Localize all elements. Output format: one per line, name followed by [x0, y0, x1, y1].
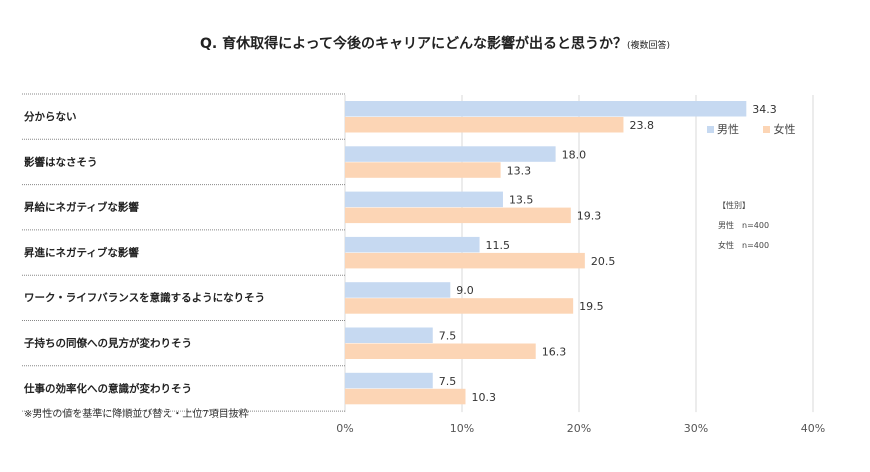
- data-label: 19.3: [577, 210, 602, 223]
- data-label: 13.3: [507, 164, 532, 177]
- data-label: 18.0: [562, 148, 587, 161]
- footnote: ※男性の値を基準に降順並び替え・上位7項目抜粋: [24, 409, 249, 420]
- data-label: 13.5: [509, 194, 534, 207]
- subtitle: (複数回答): [626, 41, 670, 51]
- chart-title: Q. 育休取得によって今後のキャリアにどんな影響が出ると思うか？(複数回答): [0, 33, 870, 53]
- data-label: 16.3: [542, 346, 567, 359]
- bar-female: [345, 298, 574, 314]
- data-label: 7.5: [439, 375, 457, 388]
- legend: 男性 女性: [707, 121, 795, 137]
- bar-male: [345, 236, 480, 253]
- bar-male: [345, 191, 503, 208]
- category-label: 子持ちの同僚への見方が変わりそう: [24, 337, 192, 350]
- x-tick-label: 10%: [450, 422, 474, 435]
- legend-label-female: 女性: [773, 123, 796, 136]
- bar-male: [345, 101, 747, 117]
- data-label: 11.5: [486, 239, 511, 252]
- bar-male: [345, 372, 433, 389]
- data-label: 10.3: [472, 391, 497, 404]
- category-label: 昇給にネガティブな影響: [24, 201, 139, 214]
- sample-note-heading: 【性別】: [718, 201, 750, 210]
- title-text: Q. 育休取得によって今後のキャリアにどんな影響が出ると思うか？: [199, 36, 627, 52]
- bar-female: [345, 252, 585, 269]
- bar-male: [345, 282, 451, 298]
- category-label: 昇進にネガティブな影響: [24, 246, 139, 259]
- legend-swatch-male: [707, 126, 714, 133]
- data-label: 7.5: [439, 330, 457, 343]
- sample-note: 【性別】 男性 n=400 女性 n=400: [718, 196, 769, 256]
- x-tick-label: 30%: [684, 422, 708, 435]
- x-tick-label: 40%: [801, 422, 825, 435]
- x-tick-label: 20%: [567, 422, 591, 435]
- data-label: 23.8: [629, 119, 654, 132]
- data-label: 9.0: [456, 284, 474, 297]
- bar-male: [345, 327, 433, 343]
- category-label: 影響はなさそう: [24, 155, 98, 168]
- data-label: 20.5: [591, 255, 616, 268]
- bar-male: [345, 146, 556, 162]
- bar-female: [345, 388, 466, 405]
- bar-female: [345, 207, 571, 224]
- bar-female: [345, 343, 536, 359]
- bar-female: [345, 162, 501, 178]
- data-label: 19.5: [579, 300, 604, 313]
- category-label: 仕事の効率化への意識が変わりそう: [23, 382, 192, 395]
- bar-female: [345, 117, 624, 133]
- legend-swatch-female: [763, 126, 771, 133]
- x-tick-label: 0%: [336, 422, 353, 435]
- legend-label-male: 男性: [717, 123, 739, 136]
- data-label: 34.3: [752, 103, 777, 116]
- sample-note-female: 女性 n=400: [718, 241, 770, 250]
- sample-note-male: 男性 n=400: [718, 221, 770, 230]
- category-label: ワーク・ライフバランスを意識するようになりそう: [24, 291, 265, 304]
- category-label: 分からない: [24, 110, 77, 123]
